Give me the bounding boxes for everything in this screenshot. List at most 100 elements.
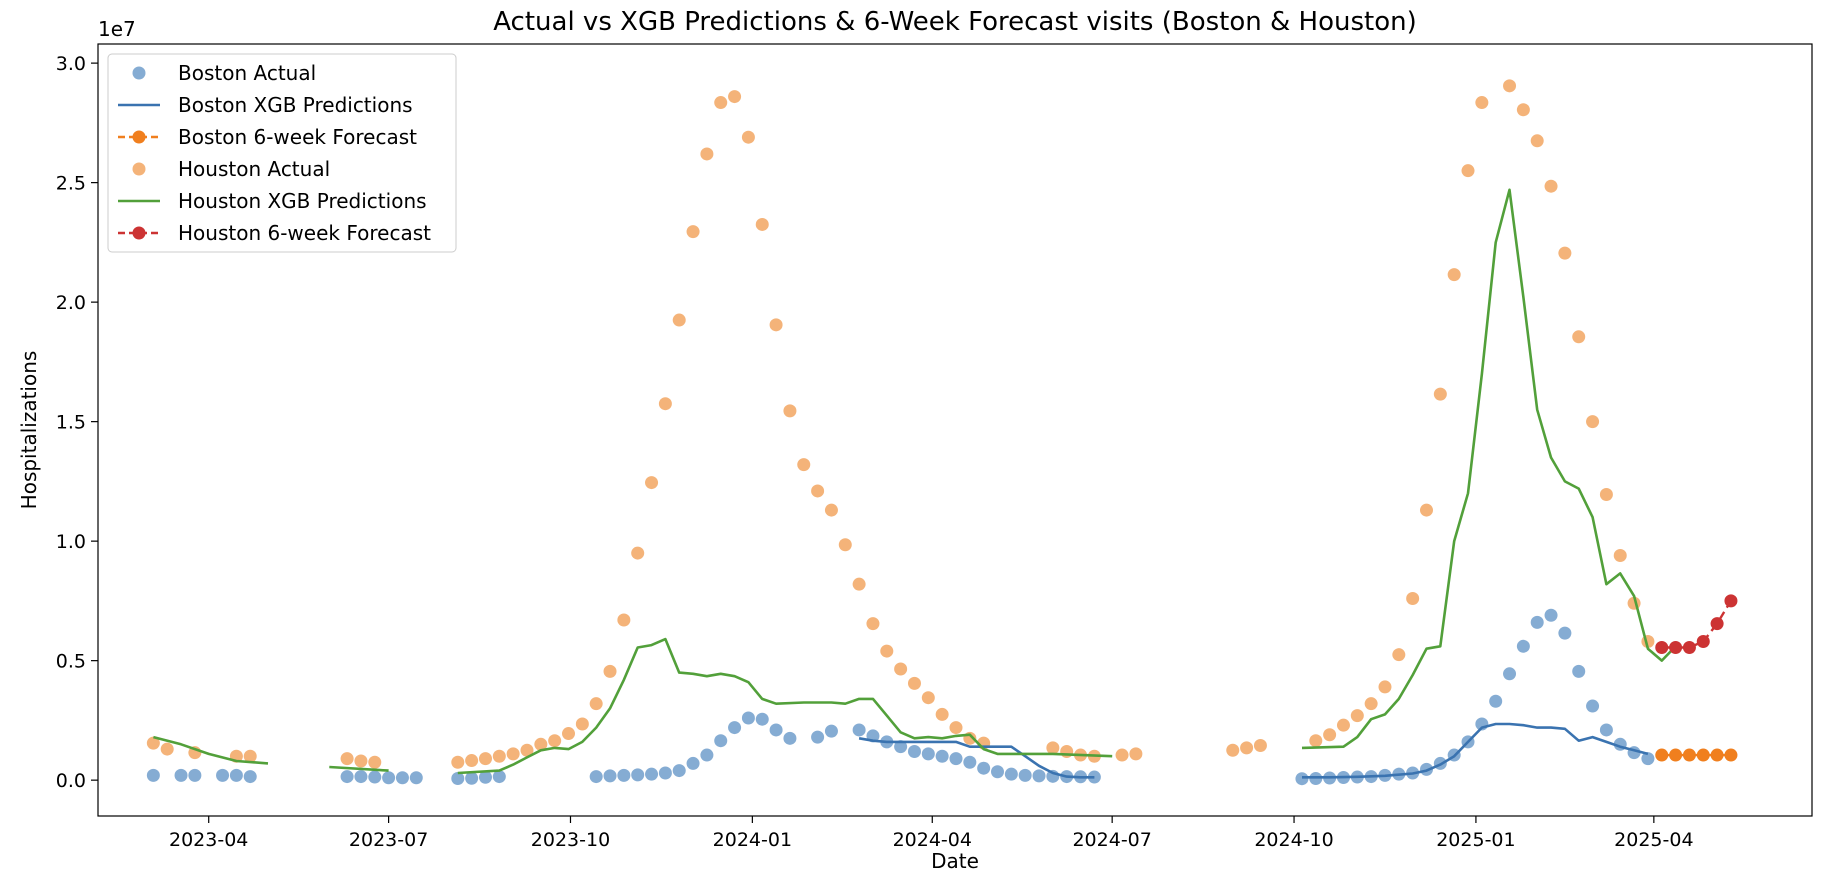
legend-boston-xgb-predictions-label: Boston XGB Predictions	[178, 93, 413, 117]
x-tick-label: 2024-01	[713, 829, 792, 851]
houston-actual-point	[1447, 268, 1461, 282]
houston-actual-point	[548, 734, 562, 748]
houston-actual-point	[1253, 738, 1267, 752]
houston-actual-point	[1240, 741, 1254, 755]
boston-actual-point	[1516, 639, 1530, 653]
boston-actual-point	[991, 765, 1005, 779]
houston-actual-point	[520, 743, 534, 757]
x-axis: 2023-04 2023-07 2023-10 2024-01 2024-04 2024-…	[169, 816, 1694, 851]
boston-actual-point	[409, 771, 423, 785]
houston-actual-point	[1364, 697, 1378, 711]
boston-actual-point	[451, 771, 465, 785]
houston-actual-point	[631, 546, 645, 560]
boston-actual-point	[755, 712, 769, 726]
houston-actual-point	[755, 217, 769, 231]
houston-actual-point	[1503, 79, 1517, 93]
boston-xgb-predictions-line	[858, 722, 1649, 779]
houston-actual-point	[1115, 748, 1129, 762]
houston-actual-point	[1516, 103, 1530, 117]
legend-houston-xgb-predictions-label: Houston XGB Predictions	[178, 189, 427, 213]
boston-actual-point	[645, 767, 659, 781]
houston-actual-point	[243, 749, 257, 763]
houston-actual-point	[589, 697, 603, 711]
legend-houston-actual-marker	[132, 162, 146, 176]
boston-actual-point	[368, 770, 382, 784]
houston-actual-point	[686, 225, 700, 239]
houston-actual-point	[146, 736, 160, 750]
boston-actual-series	[146, 608, 1655, 786]
houston-actual-point	[824, 503, 838, 517]
boston-6-week-forecast-point	[1682, 748, 1696, 762]
boston-6-week-forecast-point	[1724, 748, 1738, 762]
x-tick-label: 2024-10	[1254, 829, 1333, 851]
boston-actual-point	[1032, 769, 1046, 783]
boston-actual-point	[174, 768, 188, 782]
boston-actual-point	[686, 756, 700, 770]
boston-actual-point	[741, 711, 755, 725]
y-tick-label: 3.0	[56, 53, 86, 75]
houston-actual-point	[880, 644, 894, 658]
houston-xgb-predictions-series	[153, 188, 1677, 775]
houston-actual-point	[1461, 164, 1475, 178]
legend-boston-6-week-forecast-label: Boston 6-week Forecast	[178, 125, 417, 149]
boston-actual-point	[617, 768, 631, 782]
houston-actual-point	[340, 752, 354, 766]
houston-actual-point	[1613, 548, 1627, 562]
houston-actual-point	[1530, 134, 1544, 148]
plot-frame	[97, 43, 1813, 817]
houston-actual-point	[368, 755, 382, 769]
houston-actual-point	[617, 613, 631, 627]
houston-6-week-forecast-point	[1682, 640, 1696, 654]
houston-actual-point	[1599, 488, 1613, 502]
boston-actual-point	[977, 761, 991, 775]
boston-actual-point	[243, 770, 257, 784]
houston-actual-point	[1572, 330, 1586, 344]
boston-6-week-forecast-point	[1655, 748, 1669, 762]
legend-houston-actual-label: Houston Actual	[178, 157, 330, 181]
boston-actual-point	[824, 724, 838, 738]
boston-actual-point	[229, 768, 243, 782]
y-tick-label: 2.5	[56, 173, 86, 195]
houston-actual-point	[1544, 179, 1558, 193]
y-tick-label: 0.0	[56, 770, 86, 792]
houston-actual-point	[1392, 648, 1406, 662]
boston-actual-point	[907, 744, 921, 758]
boston-actual-point	[672, 764, 686, 778]
x-tick-label: 2025-01	[1436, 829, 1515, 851]
houston-actual-point	[1406, 592, 1420, 606]
boston-actual-point	[465, 771, 479, 785]
boston-actual-point	[894, 740, 908, 754]
y-offset-label: 1e7	[98, 17, 136, 41]
boston-actual-point	[811, 730, 825, 744]
houston-actual-point	[811, 484, 825, 498]
houston-actual-point	[1323, 728, 1337, 742]
boston-6-week-forecast-point	[1710, 748, 1724, 762]
houston-actual-point	[935, 707, 949, 721]
boston-6-week-forecast-series	[1655, 748, 1738, 762]
houston-actual-point	[852, 577, 866, 591]
houston-actual-point	[783, 404, 797, 418]
boston-actual-point	[395, 771, 409, 785]
boston-actual-point	[700, 748, 714, 762]
houston-actual-point	[1419, 503, 1433, 517]
houston-actual-point	[1129, 747, 1143, 761]
x-tick-label: 2023-04	[169, 829, 248, 851]
chart-title: Actual vs XGB Predictions & 6-Week Forec…	[493, 7, 1417, 37]
houston-actual-point	[672, 313, 686, 327]
houston-actual-point	[741, 130, 755, 144]
houston-actual-point	[1350, 709, 1364, 723]
houston-actual-point	[562, 727, 576, 741]
houston-xgb-predictions-line	[153, 188, 1677, 775]
boston-actual-point	[478, 770, 492, 784]
boston-actual-point	[146, 768, 160, 782]
boston-actual-point	[216, 768, 230, 782]
boston-actual-point	[714, 734, 728, 748]
boston-6-week-forecast-point	[1696, 748, 1710, 762]
y-tick-label: 1.0	[56, 531, 86, 553]
legend: Boston Actual Boston XGB Predictions Bosto…	[107, 53, 457, 253]
y-axis-label: Hospitalizations	[17, 351, 41, 510]
boston-actual-point	[188, 768, 202, 782]
y-tick-label: 2.0	[56, 292, 86, 314]
x-tick-label: 2023-10	[531, 829, 610, 851]
houston-actual-point	[838, 538, 852, 552]
